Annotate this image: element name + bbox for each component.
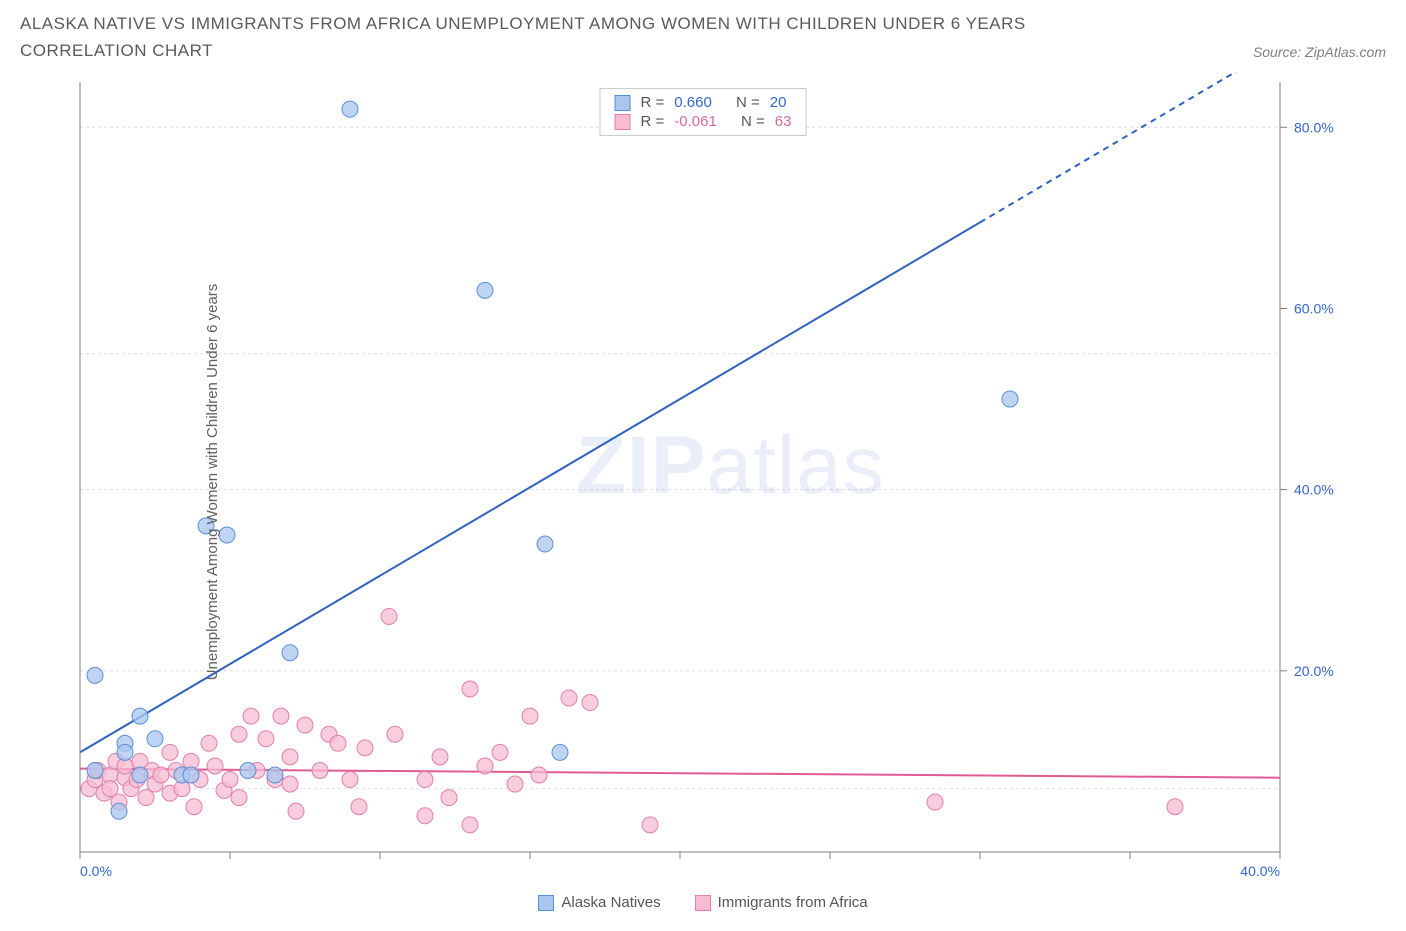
stats-row-series-b: R = -0.061 N = 63 — [615, 112, 792, 131]
legend: Alaska Natives Immigrants from Africa — [20, 894, 1386, 911]
svg-text:40.0%: 40.0% — [1240, 863, 1280, 879]
legend-swatch-b — [695, 895, 711, 911]
legend-label-b: Immigrants from Africa — [718, 894, 868, 911]
stats-row-series-a: R = 0.660 N = 20 — [615, 93, 792, 112]
svg-text:60.0%: 60.0% — [1294, 301, 1334, 317]
legend-swatch-a — [538, 895, 554, 911]
svg-text:40.0%: 40.0% — [1294, 482, 1334, 498]
stats-box: R = 0.660 N = 20 R = -0.061 N = 63 — [600, 88, 807, 136]
svg-text:20.0%: 20.0% — [1294, 663, 1334, 679]
legend-item-a: Alaska Natives — [538, 894, 660, 911]
legend-label-a: Alaska Natives — [561, 894, 660, 911]
legend-item-b: Immigrants from Africa — [695, 894, 868, 911]
svg-text:0.0%: 0.0% — [80, 863, 112, 879]
y-axis-label: Unemployment Among Women with Children U… — [204, 284, 221, 681]
swatch-series-b — [615, 114, 631, 130]
chart-title: ALASKA NATIVE VS IMMIGRANTS FROM AFRICA … — [20, 10, 1140, 64]
chart-container: Unemployment Among Women with Children U… — [20, 72, 1386, 892]
swatch-series-a — [615, 95, 631, 111]
source-label: Source: ZipAtlas.com — [1253, 44, 1386, 60]
svg-text:80.0%: 80.0% — [1294, 120, 1334, 136]
